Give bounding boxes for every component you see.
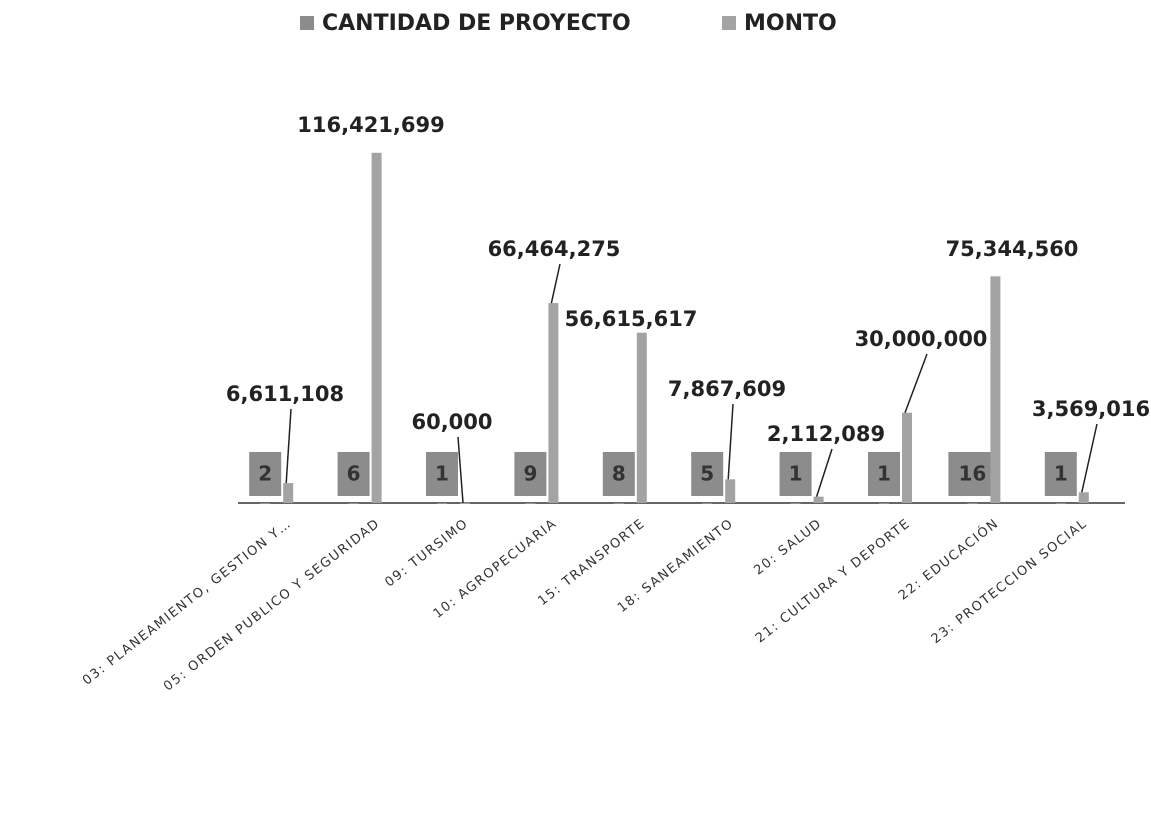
count-label: 9 bbox=[523, 462, 537, 486]
count-bar bbox=[967, 502, 978, 504]
count-label-box bbox=[948, 452, 997, 496]
monto-bar bbox=[1078, 492, 1089, 503]
count-label-box bbox=[868, 452, 900, 496]
leader-line bbox=[285, 408, 292, 484]
count-label-box bbox=[249, 452, 282, 496]
monto-label: 7,867,609 bbox=[668, 377, 786, 401]
monto-label: 60,000 bbox=[411, 410, 492, 434]
monto-bar bbox=[813, 496, 824, 503]
count-bar bbox=[613, 502, 624, 504]
count-label-box bbox=[426, 452, 458, 496]
count-label: 1 bbox=[435, 462, 449, 486]
count-bar bbox=[437, 503, 447, 504]
count-bar bbox=[879, 503, 889, 504]
count-label: 6 bbox=[347, 462, 361, 486]
count-label-box bbox=[779, 452, 812, 496]
count-label-box bbox=[337, 452, 370, 496]
count-label: 1 bbox=[789, 462, 803, 486]
count-label-box bbox=[1044, 452, 1077, 496]
monto-label: 56,615,617 bbox=[565, 307, 698, 331]
leader-line bbox=[815, 448, 833, 497]
leader-line bbox=[727, 403, 734, 480]
count-bar bbox=[260, 503, 271, 504]
monto-bar bbox=[990, 276, 1001, 503]
monto-label: 116,421,699 bbox=[297, 113, 444, 137]
count-label: 16 bbox=[958, 462, 986, 486]
legend-label: CANTIDAD DE PROYECTO bbox=[322, 11, 631, 36]
monto-bar bbox=[548, 303, 559, 503]
monto-label: 6,611,108 bbox=[226, 382, 344, 406]
monto-label: 75,344,560 bbox=[946, 237, 1079, 261]
count-label: 1 bbox=[877, 462, 891, 486]
count-label: 2 bbox=[258, 462, 272, 486]
count-bar bbox=[790, 503, 801, 504]
leader-line bbox=[457, 436, 464, 503]
count-bar bbox=[1055, 503, 1066, 504]
monto-bar bbox=[460, 502, 470, 504]
count-bar bbox=[702, 503, 713, 504]
count-label-box bbox=[691, 452, 724, 496]
count-bar bbox=[348, 502, 359, 504]
count-label: 5 bbox=[700, 462, 714, 486]
count-label: 1 bbox=[1054, 462, 1068, 486]
legend-label: MONTO bbox=[744, 11, 837, 36]
count-label-box bbox=[602, 452, 635, 496]
leader-line bbox=[1081, 423, 1098, 493]
leader-line bbox=[550, 263, 561, 304]
count-label: 8 bbox=[612, 462, 626, 486]
monto-bar bbox=[636, 332, 647, 503]
legend-swatch bbox=[722, 16, 736, 30]
monto-label: 30,000,000 bbox=[855, 327, 988, 351]
monto-label: 2,112,089 bbox=[767, 422, 885, 446]
legend-swatch bbox=[300, 16, 314, 30]
monto-label: 66,464,275 bbox=[488, 237, 621, 261]
leader-line bbox=[904, 353, 928, 414]
monto-bar bbox=[371, 152, 382, 504]
count-label-box bbox=[514, 452, 547, 496]
monto-bar bbox=[902, 412, 912, 503]
monto-bar bbox=[283, 483, 294, 503]
monto-label: 3,569,016 bbox=[1032, 397, 1150, 421]
count-bar bbox=[525, 502, 536, 504]
monto-bar bbox=[725, 479, 736, 503]
